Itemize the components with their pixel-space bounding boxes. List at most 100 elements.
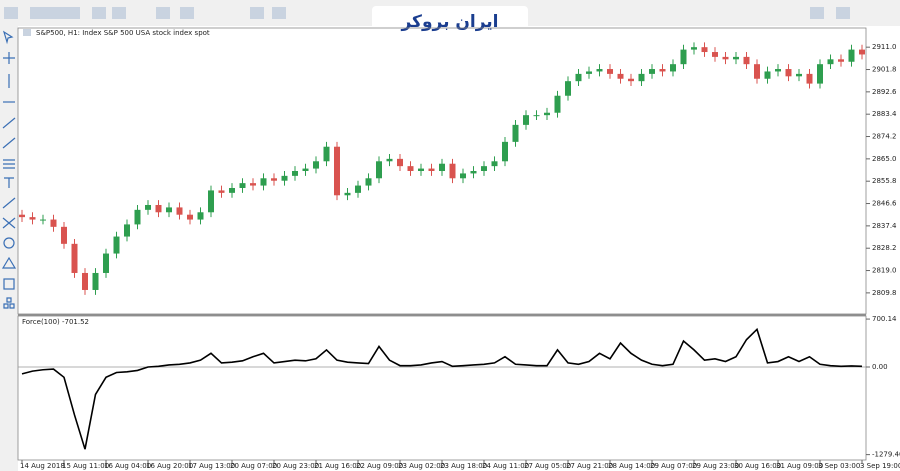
candle-body [565, 81, 571, 96]
candle-body [817, 64, 823, 84]
candle-body [512, 124, 519, 142]
candle-body [827, 59, 834, 65]
y-tick-label: 700.14 [872, 315, 897, 323]
y-tick-label: 2874.2 [872, 133, 897, 141]
candle-body [334, 146, 340, 196]
candle-body [439, 163, 445, 171]
y-tick-label: 0.00 [872, 363, 888, 371]
x-tick-label: 3 Sep 19:00 [860, 462, 900, 470]
panel-icon [23, 29, 31, 36]
y-tick-label: 2911.0 [872, 43, 897, 51]
candle-body [680, 49, 687, 65]
chart-title: S&P500, H1: Index S&P 500 USA stock inde… [36, 29, 210, 37]
candle-body [313, 161, 319, 169]
candle-body [460, 173, 466, 179]
candle-body [50, 219, 57, 227]
candle-body [764, 71, 771, 79]
candle-body [701, 47, 708, 53]
candle-body [628, 78, 634, 82]
candle-body [659, 69, 666, 72]
candle-body [575, 73, 582, 82]
x-tick-label: 27 Aug 21:00 [566, 462, 613, 470]
x-tick-label: 20 Aug 23:00 [272, 462, 319, 470]
candle-body [533, 115, 540, 117]
y-tick-label: -1279.40 [872, 451, 900, 459]
candle-body [134, 209, 141, 225]
candle-body [428, 168, 435, 171]
x-tick-label: 17 Aug 13:00 [188, 462, 235, 470]
logo-box [372, 6, 528, 38]
candle-body [712, 52, 718, 57]
candle-body [449, 163, 456, 179]
candle-body [103, 253, 109, 273]
candle-body [250, 183, 256, 186]
drawing-tools[interactable] [1, 30, 17, 309]
x-tick-label: 23 Aug 18:00 [440, 462, 487, 470]
candle-body [586, 71, 592, 74]
candle-body [848, 49, 855, 62]
candle-body [502, 141, 508, 162]
candle-body [859, 49, 865, 55]
price-panel [17, 27, 867, 315]
candle-body [796, 73, 802, 77]
candle-body [187, 214, 193, 220]
x-tick-label: 29 Aug 23:00 [692, 462, 739, 470]
candle-body [82, 272, 88, 290]
candle-body [775, 69, 781, 72]
x-tick-label: 27 Aug 05:00 [524, 462, 571, 470]
candle-body [355, 185, 361, 193]
y-tick-label: 2855.8 [872, 177, 897, 185]
candle-body [806, 73, 813, 84]
candle-body [229, 187, 235, 193]
indicator-title: Force(100) -701.52 [22, 318, 89, 326]
force-line [21, 327, 863, 450]
candle-body [239, 183, 246, 188]
candle-body [113, 236, 120, 254]
candle-body [271, 178, 277, 181]
x-tick-label: 3 Sep 03:00 [818, 462, 860, 470]
candle-body [754, 64, 760, 79]
y-tick-label: 2901.8 [872, 66, 897, 74]
x-tick-label: 23 Aug 02:00 [398, 462, 445, 470]
candle-body [155, 204, 162, 213]
candle-body [365, 178, 372, 186]
y-tick-label: 2819.0 [872, 267, 897, 275]
x-tick-label: 28 Aug 14:00 [608, 462, 655, 470]
candle-body [218, 190, 225, 193]
x-tick-label: 24 Aug 11:00 [482, 462, 529, 470]
candle-body [40, 219, 46, 221]
candle-body [418, 168, 424, 171]
candle-body [649, 69, 655, 74]
candle-body [323, 146, 330, 162]
candle-body [197, 212, 204, 220]
x-tick-label: 20 Aug 07:00 [230, 462, 277, 470]
candle-body [260, 178, 267, 186]
candle-body [29, 217, 36, 220]
x-tick-label: 31 Aug 09:00 [776, 462, 823, 470]
candle-body [491, 161, 498, 167]
x-tick-label: 22 Aug 09:00 [356, 462, 403, 470]
candle-body [785, 69, 792, 77]
candle-body [386, 158, 393, 162]
y-tick-label: 2837.4 [872, 222, 897, 230]
candle-body [838, 59, 844, 62]
candle-body [166, 207, 172, 213]
candle-body [376, 161, 382, 179]
candle-body [124, 224, 130, 237]
candle-body [71, 243, 78, 273]
candle-body [92, 272, 99, 290]
candle-body [292, 171, 298, 176]
candle-body [523, 115, 529, 125]
candle-body [470, 171, 477, 174]
y-tick-label: 2865.0 [872, 155, 897, 163]
candle-body [281, 175, 288, 181]
x-tick-label: 21 Aug 16:00 [314, 462, 361, 470]
candle-body [743, 56, 750, 65]
candle-body [145, 204, 151, 210]
x-tick-label: 16 Aug 04:00 [104, 462, 151, 470]
candle-body [670, 64, 676, 72]
toolbar-buttons[interactable] [4, 7, 850, 19]
candle-body [344, 192, 351, 196]
